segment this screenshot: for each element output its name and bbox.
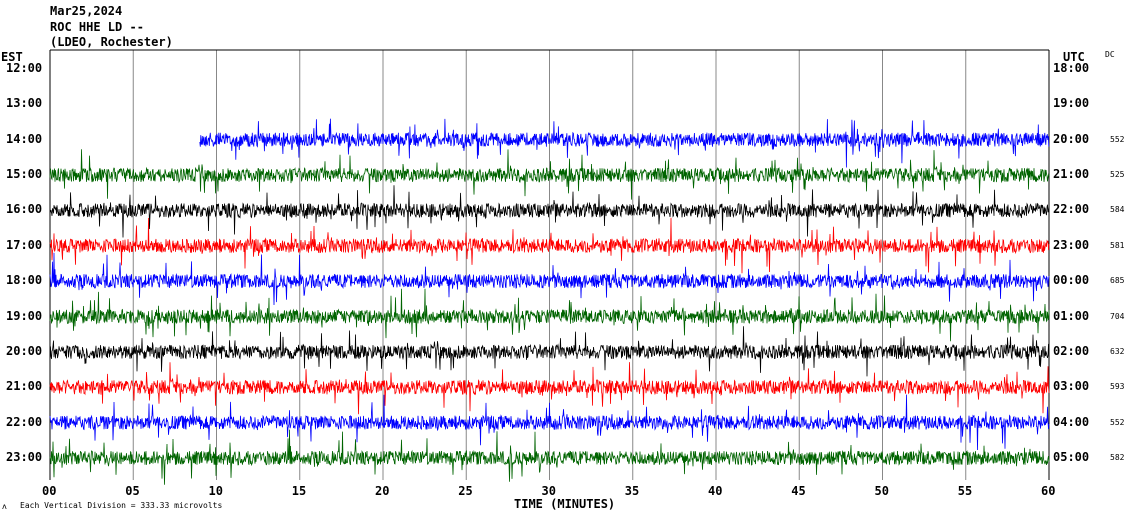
x-tick-label: 30 — [541, 484, 556, 498]
utc-hour-label: 05:00 — [1053, 449, 1090, 464]
x-tick-label: 55 — [957, 484, 973, 498]
trace-2200 — [49, 394, 1050, 451]
utc-hour-label: 04:00 — [1053, 414, 1090, 429]
dc-offset: 552 — [1110, 134, 1125, 144]
network-label: (LDEO, Rochester) — [50, 35, 173, 49]
date-label: Mar25,2024 — [50, 4, 123, 18]
utc-hour-label: 20:00 — [1053, 131, 1090, 146]
dc-offset: 685 — [1110, 276, 1125, 286]
utc-hour-label: 18:00 — [1053, 61, 1090, 75]
scale-text: Each Vertical Division = 333.33 microvol… — [20, 501, 223, 510]
trace-2000 — [49, 326, 1050, 377]
trace-1400 — [199, 118, 1050, 168]
utc-hour-label: 01:00 — [1053, 308, 1090, 323]
utc-hour-label: 00:00 — [1053, 273, 1090, 288]
utc-hour-label: 22:00 — [1053, 202, 1090, 217]
trace-1900 — [49, 288, 1050, 342]
est-hour-label: 14:00 — [6, 131, 43, 146]
est-hour-label: 12:00 — [6, 61, 43, 75]
est-label: EST — [1, 50, 23, 64]
dc-offset: 584 — [1110, 205, 1125, 215]
x-tick-label: 45 — [791, 484, 806, 498]
est-hour-label: 16:00 — [6, 202, 43, 217]
utc-hour-label: 21:00 — [1053, 167, 1090, 182]
x-tick-label: 10 — [208, 484, 223, 498]
est-hour-label: 20:00 — [6, 343, 43, 358]
est-hour-label: 19:00 — [6, 308, 43, 323]
x-tick-label: 20 — [375, 484, 390, 498]
trace-2100 — [49, 362, 1050, 415]
est-hour-label: 17:00 — [6, 237, 43, 252]
x-tick-label: 50 — [874, 484, 889, 498]
trace-1800 — [49, 252, 1050, 306]
est-hour-label: 18:00 — [6, 273, 43, 288]
trace-1700 — [49, 217, 1050, 274]
trace-1600 — [49, 185, 1050, 238]
x-tick-label: 40 — [708, 484, 723, 498]
x-tick-label: 35 — [624, 484, 640, 498]
utc-hour-label: 03:00 — [1053, 379, 1090, 394]
dc-offset: 704 — [1110, 311, 1125, 321]
est-hour-label: 15:00 — [6, 167, 43, 182]
utc-hour-label: 23:00 — [1053, 237, 1090, 252]
trace-1500 — [49, 149, 1050, 200]
utc-hour-label: 19:00 — [1053, 96, 1090, 111]
utc-hour-label: 02:00 — [1053, 343, 1090, 358]
est-hour-label: 23:00 — [6, 449, 43, 464]
x-tick-label: 00 — [42, 484, 57, 498]
est-hour-label: 13:00 — [6, 96, 43, 111]
station-label: ROC HHE LD -- — [50, 20, 144, 34]
trace-2300 — [49, 429, 1050, 485]
utc-label: UTC — [1063, 50, 1085, 64]
x-tick-label: 25 — [458, 484, 473, 498]
x-tick-label: 60 — [1041, 484, 1056, 498]
dc-offset: 582 — [1110, 452, 1125, 462]
est-hour-label: 22:00 — [6, 414, 43, 429]
x-axis-title: TIME (MINUTES) — [514, 497, 616, 511]
scale-symbol: ʌ — [2, 502, 7, 511]
dc-offset: 581 — [1110, 240, 1125, 250]
dc-offset: 593 — [1110, 382, 1125, 392]
x-tick-label: 15 — [291, 484, 307, 498]
est-hour-label: 21:00 — [6, 379, 43, 394]
x-tick-label: 05 — [125, 484, 140, 498]
dc-label: DC — [1105, 50, 1115, 59]
dc-offset: 632 — [1110, 346, 1125, 356]
dc-offset: 552 — [1110, 417, 1125, 427]
dc-offset: 525 — [1110, 170, 1125, 180]
